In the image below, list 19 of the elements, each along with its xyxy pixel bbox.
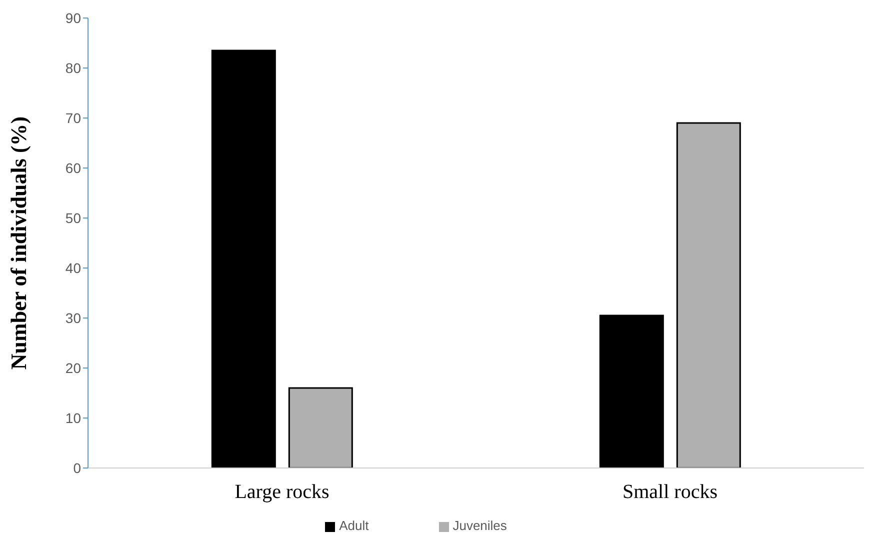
y-tick-label: 90 <box>65 10 82 26</box>
y-tick-label: 80 <box>65 60 82 76</box>
y-tick-label: 10 <box>65 410 82 426</box>
y-tick-label: 50 <box>65 210 82 226</box>
bar <box>676 122 741 468</box>
y-axis-title: Number of individuals (%) <box>6 116 31 370</box>
legend-label: Juveniles <box>452 518 507 533</box>
legend-label: Adult <box>339 518 369 533</box>
x-tick-label: Large rocks <box>234 481 330 504</box>
y-tick-label: 40 <box>65 260 82 276</box>
bar <box>599 314 664 468</box>
bar <box>211 50 276 468</box>
y-tick-label: 20 <box>65 360 82 376</box>
y-tick-label: 70 <box>65 110 82 126</box>
y-tick-label: 60 <box>65 160 82 176</box>
y-tick-label: 0 <box>73 460 82 476</box>
x-tick-label: Small rocks <box>622 481 718 504</box>
bar <box>288 387 353 468</box>
y-tick-label: 30 <box>65 310 82 326</box>
